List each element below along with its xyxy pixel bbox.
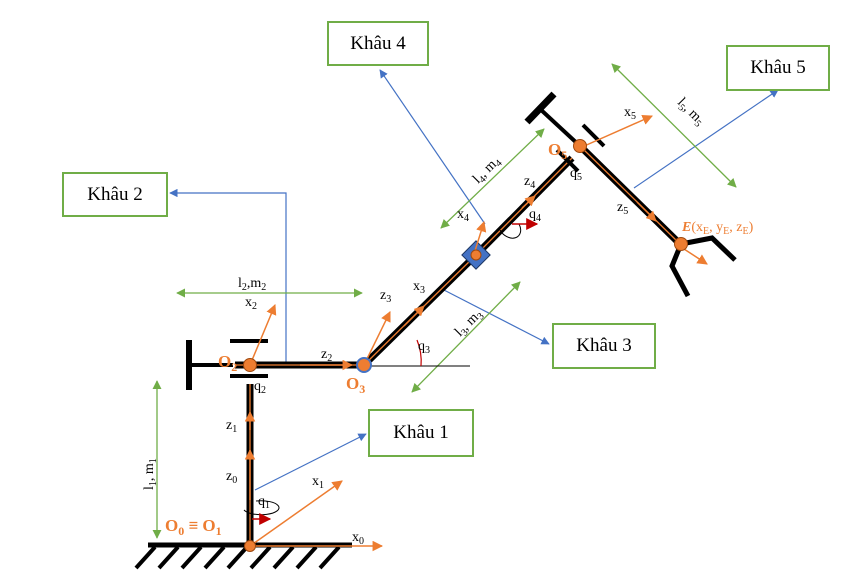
dimension-arrows bbox=[152, 63, 737, 539]
x5-axis bbox=[581, 115, 653, 148]
joint-o2-dot bbox=[243, 358, 257, 372]
q3-angle-arc bbox=[416, 339, 422, 367]
origin-labels: O0 ≡ O1 O2 O3 O5 bbox=[165, 140, 567, 538]
x3-axis bbox=[403, 305, 425, 327]
khau-1-label: Khâu 1 bbox=[393, 422, 449, 443]
label-o5: O5 bbox=[548, 140, 567, 162]
z5-axis bbox=[636, 201, 657, 222]
label-o2: O2 bbox=[218, 352, 237, 374]
joint-rotation-indicators bbox=[243, 218, 539, 525]
khau-5-label: Khâu 5 bbox=[750, 57, 806, 78]
x4-axis bbox=[473, 220, 487, 255]
dimension-labels: l1, m1 l2,m2 l3, m3 l4, m4 l5, m5 bbox=[142, 95, 707, 490]
x2-axis bbox=[249, 304, 277, 366]
frame-axes bbox=[244, 115, 708, 552]
label-q3: q3 bbox=[418, 339, 430, 356]
khau-1-box: Khâu 1 bbox=[368, 409, 474, 457]
dim-l4 bbox=[440, 128, 545, 229]
q1-rotation-ring bbox=[243, 500, 280, 516]
end-effector-arrow bbox=[683, 248, 708, 265]
axis-labels: x0 x1 z0 z1 q1 x2 z2 q2 z3 x3 q3 x4 z4 q… bbox=[226, 105, 636, 547]
x1-axis bbox=[249, 480, 343, 547]
z4-axis bbox=[521, 195, 536, 209]
khau-4-box: Khâu 4 bbox=[327, 21, 429, 66]
leader-khau-1 bbox=[254, 433, 367, 491]
label-l4-m4: l4, m4 bbox=[470, 154, 504, 188]
joint-o5-dot bbox=[573, 139, 587, 153]
z3-axis bbox=[363, 311, 391, 366]
khau-5-box: Khâu 5 bbox=[726, 45, 830, 91]
khau-3-label: Khâu 3 bbox=[576, 335, 632, 356]
link-5 bbox=[577, 143, 683, 247]
joint-o3-dot bbox=[356, 357, 372, 373]
label-x2: x2 bbox=[245, 295, 257, 312]
label-z4: z4 bbox=[524, 174, 535, 191]
label-l1-m1: l1, m1 bbox=[142, 458, 159, 490]
khau-4-label: Khâu 4 bbox=[350, 32, 406, 54]
label-z1: z1 bbox=[226, 418, 237, 435]
end-effector-dot bbox=[674, 237, 688, 251]
dim-l3 bbox=[411, 281, 521, 393]
label-q4: q4 bbox=[529, 207, 541, 224]
label-q1: q1 bbox=[258, 494, 270, 511]
joint-o4-dot bbox=[470, 249, 482, 261]
label-l5-m5: l5, m5 bbox=[673, 95, 707, 129]
label-x0: x0 bbox=[352, 530, 364, 547]
label-z5: z5 bbox=[617, 200, 628, 217]
label-z0: z0 bbox=[226, 469, 237, 486]
label-o0-o1: O0 ≡ O1 bbox=[165, 516, 222, 538]
khau-2-label: Khâu 2 bbox=[87, 183, 143, 205]
dim-l5 bbox=[611, 63, 737, 188]
leader-khau-2 bbox=[169, 188, 287, 362]
label-q5: q5 bbox=[570, 166, 582, 183]
label-q2: q2 bbox=[254, 379, 266, 396]
label-o3: O3 bbox=[346, 374, 365, 396]
label-end-effector: E(xE, yE, zE) bbox=[681, 220, 754, 237]
label-x5: x5 bbox=[624, 105, 636, 122]
khau-2-box: Khâu 2 bbox=[62, 172, 168, 217]
label-x4: x4 bbox=[457, 207, 469, 224]
label-x3: x3 bbox=[413, 279, 425, 296]
gripper bbox=[669, 235, 737, 298]
khau-3-box: Khâu 3 bbox=[552, 323, 656, 369]
label-l3-m3: l3, m3 bbox=[452, 307, 486, 341]
label-x1: x1 bbox=[312, 474, 324, 491]
leader-khau-5 bbox=[633, 89, 779, 189]
label-z3: z3 bbox=[380, 288, 391, 305]
ground-base bbox=[134, 542, 352, 570]
q4-rotation-ring bbox=[499, 223, 522, 239]
label-l2-m2: l2,m2 bbox=[238, 276, 266, 293]
joint-o1-dot bbox=[244, 540, 256, 552]
joint-origins bbox=[243, 139, 688, 552]
wrist-joint-5 bbox=[524, 91, 606, 173]
label-z2: z2 bbox=[321, 347, 332, 364]
